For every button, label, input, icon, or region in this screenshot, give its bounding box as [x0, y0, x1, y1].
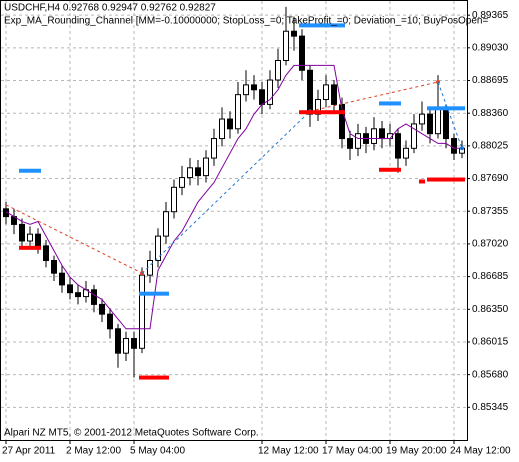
candle-body	[307, 69, 313, 115]
candle-body	[75, 292, 81, 298]
candle-body	[131, 338, 137, 349]
candle-body	[235, 94, 241, 130]
candle-body	[379, 128, 385, 140]
trade-point	[460, 146, 464, 151]
candle-body	[139, 274, 145, 349]
candle-body	[251, 84, 257, 91]
candle-body	[323, 84, 329, 101]
y-tick-label: 0.86685	[472, 271, 509, 282]
footer: Alpari NZ MT5, © 2001-2012 MetaQuotes So…	[4, 428, 259, 439]
candle-body	[403, 147, 409, 159]
candle-body	[171, 186, 177, 213]
candle-body	[347, 138, 353, 149]
candle-body	[43, 245, 49, 261]
candle-body	[19, 223, 25, 242]
candle-body	[155, 235, 161, 261]
channel-level	[299, 23, 345, 28]
candle-body	[355, 133, 361, 149]
candle-body	[411, 123, 417, 149]
candle-body	[435, 108, 441, 135]
channel-level	[419, 179, 425, 184]
x-tick-label: 19 May 20:00	[386, 446, 447, 457]
candle-body	[291, 30, 297, 37]
x-tick-label: 27 Apr 2011	[2, 446, 56, 457]
y-tick-label: 0.86350	[472, 304, 509, 315]
candle-body	[395, 133, 401, 159]
y-tick-label: 0.86015	[472, 337, 509, 348]
candle-body	[275, 60, 281, 81]
candle-body	[331, 84, 337, 105]
channel-level	[19, 168, 41, 173]
candle-body	[443, 108, 449, 140]
candle-body	[51, 259, 57, 274]
candle-body	[227, 118, 233, 130]
y-tick-label: 0.87690	[472, 173, 509, 184]
grid	[1, 1, 467, 440]
candle-body	[195, 167, 201, 177]
candle-body	[419, 113, 425, 125]
y-tick-label: 0.87355	[472, 206, 509, 217]
channel-level	[427, 177, 465, 182]
x-tick-label: 17 May 04:00	[322, 446, 383, 457]
candle-body	[35, 233, 41, 247]
candle-body	[163, 211, 169, 237]
y-tick-label: 0.89030	[472, 42, 509, 53]
trade-line	[5, 204, 143, 274]
candle-body	[451, 138, 457, 154]
channel-level	[379, 167, 401, 172]
channel-level	[299, 110, 345, 115]
plot-frame	[0, 0, 468, 441]
plot	[3, 6, 465, 380]
candle-body	[371, 128, 377, 144]
candle-body	[259, 89, 265, 105]
channel-level	[379, 101, 401, 106]
x-tick-label: 12 May 12:00	[258, 446, 319, 457]
x-tick-label: 2 May 12:00	[66, 446, 121, 457]
y-tick-label: 0.85680	[472, 369, 509, 380]
candle-body	[243, 84, 249, 96]
candle-body	[211, 138, 217, 159]
ma-line	[5, 64, 462, 330]
candle-body	[123, 338, 129, 354]
y-tick-label: 0.88360	[472, 108, 509, 119]
candle-body	[187, 167, 193, 179]
y-tick-label: 0.88025	[472, 141, 509, 152]
candle-body	[267, 79, 273, 105]
channel-level	[139, 291, 169, 296]
x-tick-label: 5 May 04:00	[130, 446, 185, 457]
candle-body	[219, 118, 225, 140]
candle-body	[67, 284, 73, 294]
candle-body	[27, 233, 33, 242]
y-tick-label: 0.89365	[472, 10, 509, 21]
y-tick-label: 0.85345	[472, 402, 509, 413]
candle-body	[99, 303, 105, 315]
trade-line	[309, 81, 439, 112]
y-tick-label: 0.87020	[472, 239, 509, 250]
candle-body	[115, 328, 121, 354]
candle-body	[107, 313, 113, 330]
candle-body	[299, 35, 305, 71]
chart-title: USDCHF,H4 0.92768 0.92947 0.92762 0.9282…	[4, 3, 216, 14]
candle-body	[283, 30, 289, 62]
channel-level	[19, 245, 41, 250]
trade-line	[141, 110, 311, 274]
candle-body	[59, 272, 65, 286]
channel-level	[427, 106, 465, 111]
indicator-label: Exp_MA_Rounding_Channel [MM=-0.10000000;…	[4, 16, 488, 27]
y-tick-label: 0.88695	[472, 75, 509, 86]
channel-level	[139, 375, 169, 380]
x-tick-label: 24 May 12:00	[450, 446, 511, 457]
candle-body	[179, 177, 185, 188]
candle-body	[203, 157, 209, 177]
candle-body	[91, 289, 97, 305]
candle-body	[427, 113, 433, 135]
